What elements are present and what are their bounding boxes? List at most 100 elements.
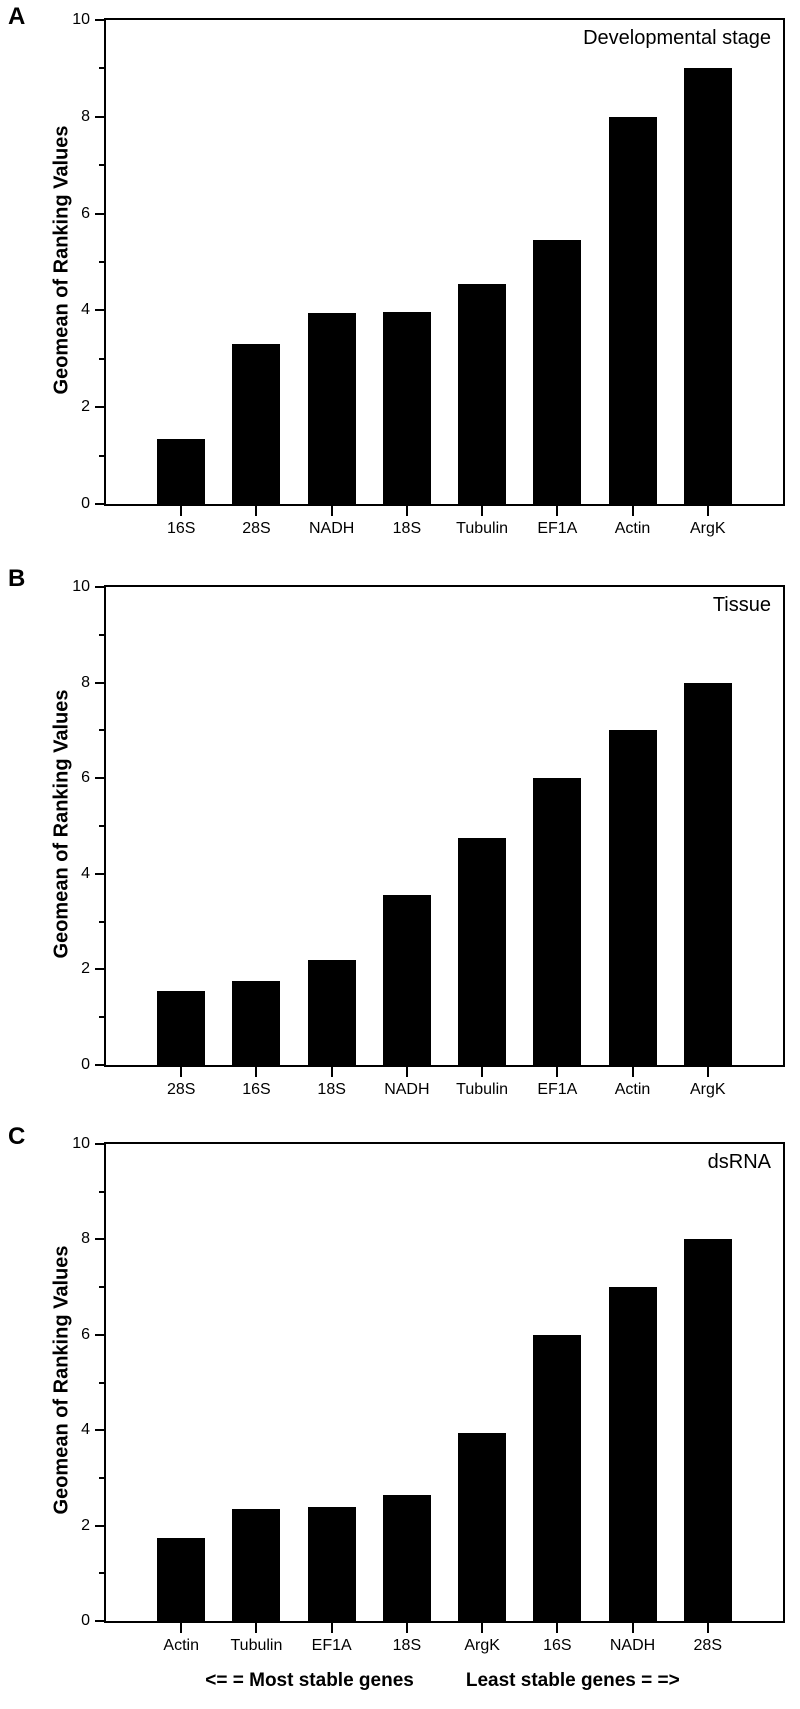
bar-NADH (307, 312, 356, 504)
y-axis-label-a: Geomean of Ranking Values (50, 125, 73, 395)
x-tick-label: Tubulin (456, 520, 509, 537)
panel-label-c: C (8, 1123, 26, 1150)
y-tick-label: 10 (72, 11, 90, 28)
bar-Actin (157, 1537, 206, 1621)
y-tick-label: 8 (81, 107, 90, 125)
bar-Actin (608, 116, 657, 504)
x-tick (255, 1067, 258, 1077)
y-major-tick (95, 115, 106, 118)
y-minor-tick (99, 1286, 106, 1289)
plot-area-b: Tissue 0 2 4 6 8 10 28S 16S 18S NADH Tubulin EF1A Ac… (72, 578, 785, 1098)
bar-ArgK (458, 1432, 507, 1621)
y-tick-label: 10 (72, 1135, 90, 1152)
plot-area-c: dsRNA 0 2 4 6 8 10 Actin Tubulin EF1A 18S ArgK 16S N… (72, 1135, 785, 1654)
y-tick-label: 2 (81, 960, 90, 978)
x-tick-label: ArgK (689, 1081, 726, 1098)
x-tick (706, 506, 709, 516)
y-major-tick (95, 1238, 106, 1241)
x-tick (706, 1067, 709, 1077)
bar-28S (232, 344, 281, 504)
x-tick (481, 1623, 484, 1633)
bar-NADH (608, 1287, 657, 1621)
y-major-tick (95, 406, 106, 409)
y-tick-label: 4 (81, 301, 90, 319)
x-tick (180, 1067, 183, 1077)
y-minor-tick (99, 261, 106, 263)
y-minor-tick (99, 164, 106, 167)
bar-ArgK (683, 682, 732, 1065)
y-minor-tick (99, 825, 106, 827)
panel-label-a: A (8, 3, 26, 30)
y-minor-tick (99, 1016, 106, 1019)
x-tick-label: 18S (317, 1081, 346, 1098)
x-tick-label: Actin (614, 1081, 651, 1098)
x-tick (405, 506, 408, 516)
panel-label-b: B (8, 565, 26, 592)
x-tick-label: 16S (543, 1637, 572, 1654)
y-tick-label: 6 (81, 204, 90, 222)
y-minor-tick (99, 920, 106, 923)
x-tick (556, 1067, 559, 1077)
bar-18S (382, 1494, 431, 1621)
x-tick-label: EF1A (311, 1637, 352, 1654)
y-minor-tick (99, 729, 106, 732)
plot-title-c: dsRNA (707, 1151, 771, 1173)
y-tick-label: 4 (81, 1421, 90, 1439)
x-tick-label: 28S (242, 520, 271, 537)
y-tick-label: 8 (81, 1230, 90, 1248)
x-tick (180, 1623, 183, 1633)
x-tick (405, 1067, 408, 1077)
x-tick-label: ArgK (464, 1637, 500, 1654)
y-minor-tick (99, 1572, 106, 1575)
y-tick-label: 0 (81, 1612, 90, 1629)
x-tick-label: 28S (166, 1081, 196, 1098)
bar-16S (533, 1334, 582, 1621)
x-tick (481, 506, 484, 516)
bar-18S (382, 311, 431, 504)
bar-Actin (608, 730, 657, 1065)
y-minor-tick (99, 1476, 106, 1479)
plot-area-a: Developmental stage 0 2 4 6 8 10 16S 28S NADH 18S… (72, 11, 785, 537)
y-minor-tick (99, 1190, 106, 1193)
x-tick-label: NADH (308, 520, 355, 537)
y-major-tick (95, 1524, 106, 1527)
x-tick (556, 506, 559, 516)
x-tick (706, 1623, 709, 1633)
x-tick-label: Tubulin (456, 1081, 509, 1098)
bar-EF1A (533, 240, 582, 504)
y-minor-tick (99, 633, 106, 636)
x-tick-label: 16S (166, 520, 196, 537)
x-tick (330, 506, 333, 516)
x-tick (405, 1623, 408, 1633)
y-major-tick (95, 212, 106, 215)
y-major-tick (95, 681, 106, 684)
y-axis-label-b: Geomean of Ranking Values (50, 689, 73, 959)
y-major-tick (95, 1429, 106, 1432)
x-tick-label: EF1A (537, 1081, 578, 1098)
y-major-tick (95, 19, 106, 21)
y-major-tick (95, 872, 106, 875)
bar-28S (683, 1239, 732, 1621)
y-tick-label: 0 (81, 1056, 90, 1073)
bar-Tubulin (458, 283, 507, 504)
y-tick-label: 6 (81, 1325, 90, 1343)
y-major-tick (95, 968, 106, 971)
y-tick-label: 2 (81, 1516, 90, 1534)
y-major-tick (95, 309, 106, 312)
x-tick (330, 1623, 333, 1633)
y-tick-label: 8 (81, 673, 90, 691)
plot-title-a: Developmental stage (583, 27, 771, 49)
bar-16S (157, 438, 206, 504)
y-major-tick (95, 1333, 106, 1336)
bar-EF1A (533, 778, 582, 1065)
y-major-tick (95, 777, 106, 780)
bar-Tubulin (458, 837, 507, 1065)
x-tick-label: 16S (242, 1081, 271, 1098)
y-major-tick (95, 1620, 106, 1622)
bar-NADH (382, 895, 431, 1065)
stability-caption: <= = Most stable genes Least stable gene… (104, 1669, 781, 1693)
least-stable-caption: Least stable genes = => (465, 1670, 680, 1691)
x-tick-label: 18S (392, 520, 422, 537)
x-tick (255, 506, 258, 516)
